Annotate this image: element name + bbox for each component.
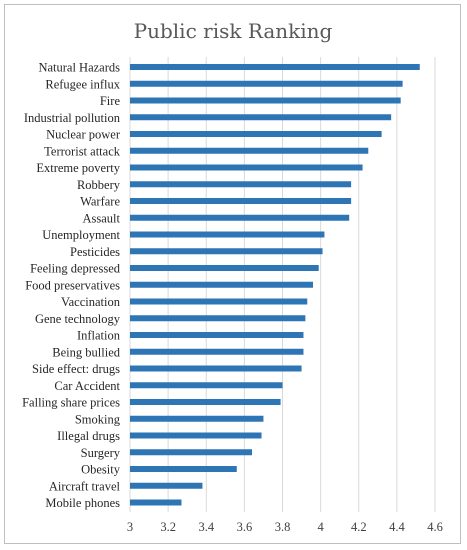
category-label: Inflation — [77, 329, 121, 343]
category-label: Fire — [100, 94, 121, 108]
x-tick-label: 4.2 — [351, 520, 367, 534]
x-tick-label: 3.8 — [275, 520, 291, 534]
category-label: Terrorist attack — [44, 144, 121, 158]
bar — [130, 248, 323, 255]
category-label: Nuclear power — [46, 128, 121, 142]
bar — [130, 482, 203, 489]
bar — [130, 214, 350, 221]
bar — [130, 281, 313, 288]
bar — [130, 432, 262, 439]
category-label: Refugee influx — [45, 77, 120, 91]
x-tick-label: 4.4 — [389, 520, 405, 534]
category-label: Car Accident — [54, 379, 120, 393]
x-tick-label: 4.6 — [427, 520, 443, 534]
bar — [130, 265, 319, 271]
bars — [130, 64, 420, 506]
x-axis-tick-labels: 3 3.2 3.4 3.6 3.8 4 4.2 4.4 4.6 — [127, 520, 443, 534]
x-tick-label: 3.6 — [237, 520, 253, 534]
category-label: Side effect: drugs — [32, 362, 120, 376]
x-tick-label: 4 — [318, 520, 325, 534]
category-label: Extreme poverty — [36, 161, 120, 175]
category-label: Aircraft travel — [49, 479, 121, 493]
bar — [130, 64, 420, 70]
bar — [130, 499, 182, 506]
category-label: Feeling depressed — [30, 262, 121, 276]
x-tick-label: 3 — [127, 520, 133, 534]
category-label: Illegal drugs — [57, 429, 120, 443]
bar — [130, 114, 392, 121]
bar — [130, 332, 304, 338]
bar — [130, 131, 382, 137]
bar — [130, 198, 352, 204]
category-label: Vaccination — [61, 295, 121, 309]
category-label: Being bullied — [52, 345, 120, 359]
x-tick-label: 3.2 — [160, 520, 176, 534]
category-label: Falling share prices — [22, 396, 120, 410]
bar — [130, 164, 363, 171]
category-label: Industrial pollution — [24, 111, 121, 125]
bar — [130, 147, 369, 154]
category-label: Surgery — [81, 446, 121, 460]
bar — [130, 399, 281, 405]
category-label: Robbery — [77, 178, 121, 192]
bar — [130, 415, 264, 422]
bar — [130, 466, 237, 472]
category-labels: Natural Hazards Refugee influx Fire Industr… — [22, 61, 121, 511]
bar — [130, 449, 252, 456]
chart-title: Public risk Ranking — [134, 19, 333, 43]
bar — [130, 315, 306, 322]
bar — [130, 97, 401, 104]
category-label: Food preservatives — [25, 278, 120, 292]
category-label: Assault — [83, 211, 121, 225]
category-label: Unemployment — [42, 228, 120, 242]
bar — [130, 80, 403, 87]
bar — [130, 365, 302, 372]
category-label: Warfare — [80, 195, 120, 209]
category-label: Mobile phones — [45, 496, 120, 510]
category-label: Obesity — [81, 463, 121, 477]
bar — [130, 298, 308, 305]
x-tick-label: 3.4 — [198, 520, 214, 534]
bar — [130, 382, 283, 389]
bar — [130, 231, 325, 238]
category-label: Gene technology — [35, 312, 121, 326]
category-label: Natural Hazards — [38, 61, 120, 75]
category-label: Pesticides — [70, 245, 120, 259]
category-label: Smoking — [75, 412, 121, 426]
bar — [130, 348, 304, 355]
bar — [130, 181, 352, 188]
